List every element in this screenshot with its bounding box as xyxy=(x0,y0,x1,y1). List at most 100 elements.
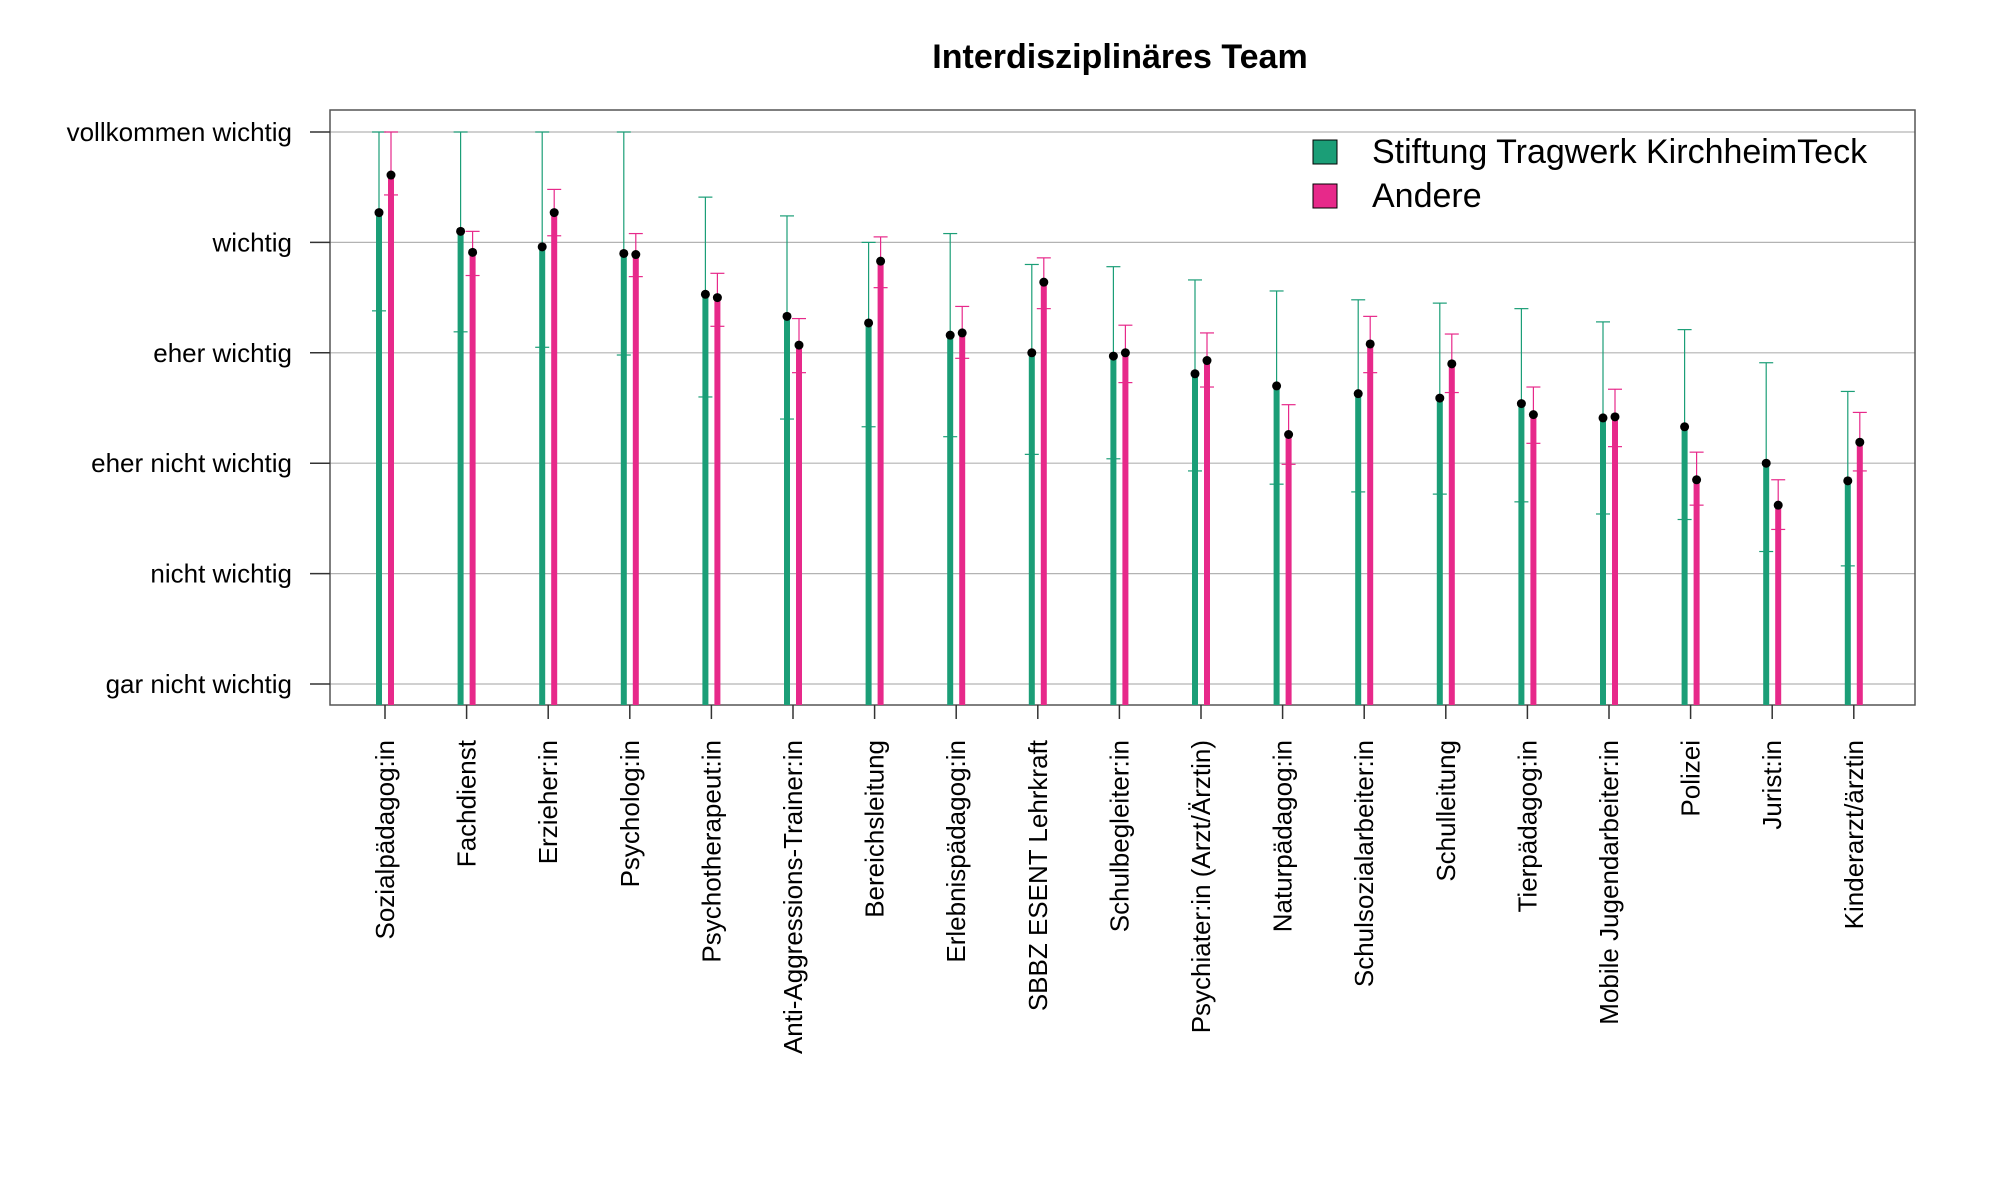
mean-point xyxy=(1120,348,1130,358)
mean-point xyxy=(1598,413,1608,423)
bar-andere xyxy=(714,297,721,705)
x-tick-label: Erlebnispädagog:in xyxy=(941,740,971,963)
mean-point xyxy=(1680,422,1690,432)
x-tick-label: SBBZ ESENT Lehrkraft xyxy=(1023,739,1053,1011)
bar-stiftung xyxy=(1028,352,1035,705)
bar-stiftung xyxy=(620,253,627,705)
mean-point xyxy=(631,250,641,260)
bar-andere xyxy=(1856,442,1863,705)
legend-label-andere: Andere xyxy=(1372,177,1482,215)
mean-point xyxy=(468,247,478,257)
bar-stiftung xyxy=(1355,393,1362,705)
bar-andere xyxy=(1367,343,1374,705)
x-tick-label: Psycholog:in xyxy=(615,740,645,887)
x-tick-label: Schulsozialarbeiter:in xyxy=(1349,740,1379,987)
x-tick-label: Naturpädagog:in xyxy=(1268,740,1298,932)
bar-andere xyxy=(959,332,966,705)
mean-point xyxy=(1039,277,1049,287)
mean-point xyxy=(549,208,559,218)
mean-point xyxy=(700,289,710,299)
bar-andere xyxy=(469,252,476,705)
x-tick-label: Psychotherapeut:in xyxy=(696,740,726,963)
y-tick-label: nicht wichtig xyxy=(150,559,292,589)
mean-point xyxy=(1447,359,1457,369)
mean-point xyxy=(1692,475,1702,485)
mean-point xyxy=(1528,410,1538,420)
mean-point xyxy=(1190,369,1200,379)
mean-point xyxy=(1284,429,1294,439)
mean-point xyxy=(456,226,466,236)
mean-point xyxy=(1761,458,1771,468)
x-tick-label: Anti-Aggressions-Trainer:in xyxy=(778,740,808,1054)
chart-title: Interdisziplinäres Team xyxy=(932,38,1307,76)
mean-point xyxy=(712,293,722,303)
chart-marks xyxy=(372,131,1867,706)
legend-swatch-stiftung xyxy=(1312,139,1338,165)
x-tick-label: Sozialpädagog:in xyxy=(370,740,400,940)
bar-andere xyxy=(1693,479,1700,705)
mean-point xyxy=(1435,393,1445,403)
bar-stiftung xyxy=(1844,480,1851,705)
bar-andere xyxy=(1285,434,1292,705)
mean-point xyxy=(1353,389,1363,399)
mean-point xyxy=(957,328,967,338)
mean-point xyxy=(1108,351,1118,361)
bar-stiftung xyxy=(1681,426,1688,705)
y-tick-label: gar nicht wichtig xyxy=(106,669,292,699)
x-tick-label: Jurist:in xyxy=(1757,740,1787,830)
bar-andere xyxy=(388,175,394,705)
legend-label-stiftung: Stiftung Tragwerk KirchheimTeck xyxy=(1372,133,1868,171)
mean-point xyxy=(1773,500,1783,510)
bar-andere xyxy=(796,345,802,705)
bar-stiftung xyxy=(1763,463,1770,705)
mean-point xyxy=(864,318,874,328)
bar-stiftung xyxy=(457,231,464,706)
bar-stiftung xyxy=(1110,356,1117,705)
mean-point xyxy=(537,242,547,252)
bar-stiftung xyxy=(1518,403,1525,705)
mean-point xyxy=(1202,356,1212,366)
bar-andere xyxy=(1775,505,1782,705)
mean-point xyxy=(876,256,886,266)
bar-stiftung xyxy=(947,335,954,705)
x-tick-label: Bereichsleitung xyxy=(860,740,890,918)
bar-andere xyxy=(1122,352,1129,705)
bar-stiftung xyxy=(1192,373,1198,705)
legend: Stiftung Tragwerk KirchheimTeck Andere xyxy=(1312,133,1868,215)
mean-point xyxy=(782,311,792,321)
y-axis: gar nicht wichtig nicht wichtig eher nicht… xyxy=(67,117,330,699)
y-tick-label: vollkommen wichtig xyxy=(67,117,292,147)
mean-point xyxy=(619,248,629,258)
bar-andere xyxy=(551,212,558,706)
mean-point xyxy=(1843,476,1853,486)
mean-point xyxy=(386,170,396,180)
bar-stiftung xyxy=(865,322,872,705)
x-tick-label: Erzieher:in xyxy=(533,740,563,864)
x-tick-label: Mobile Jugendarbeiter:in xyxy=(1594,740,1624,1025)
bar-stiftung xyxy=(539,246,546,706)
x-tick-label: Tierpädagog:in xyxy=(1512,740,1542,913)
mean-point xyxy=(794,340,804,350)
bar-andere xyxy=(877,261,884,705)
mean-point xyxy=(945,330,955,340)
x-tick-label: Kinderarzt/ärztin xyxy=(1839,740,1869,929)
bar-stiftung xyxy=(1600,417,1606,705)
x-tick-label: Schulbegleiter:in xyxy=(1104,740,1134,932)
bar-stiftung xyxy=(1436,398,1443,705)
bar-andere xyxy=(1612,416,1618,705)
x-axis: Sozialpädagog:in Fachdienst Erzieher:in Psy… xyxy=(370,705,1869,1054)
y-tick-label: eher nicht wichtig xyxy=(91,448,292,478)
bar-stiftung xyxy=(702,294,709,705)
bar-stiftung xyxy=(1273,385,1280,705)
y-tick-label: wichtig xyxy=(212,227,292,257)
bar-andere xyxy=(1448,363,1455,705)
y-tick-label: eher wichtig xyxy=(153,338,292,368)
bar-andere xyxy=(1204,360,1210,705)
mean-point xyxy=(1855,437,1865,447)
mean-point xyxy=(1365,339,1375,349)
mean-point xyxy=(1272,381,1282,391)
bar-stiftung xyxy=(376,212,382,706)
bar-andere xyxy=(632,254,639,705)
mean-point xyxy=(1516,399,1526,409)
